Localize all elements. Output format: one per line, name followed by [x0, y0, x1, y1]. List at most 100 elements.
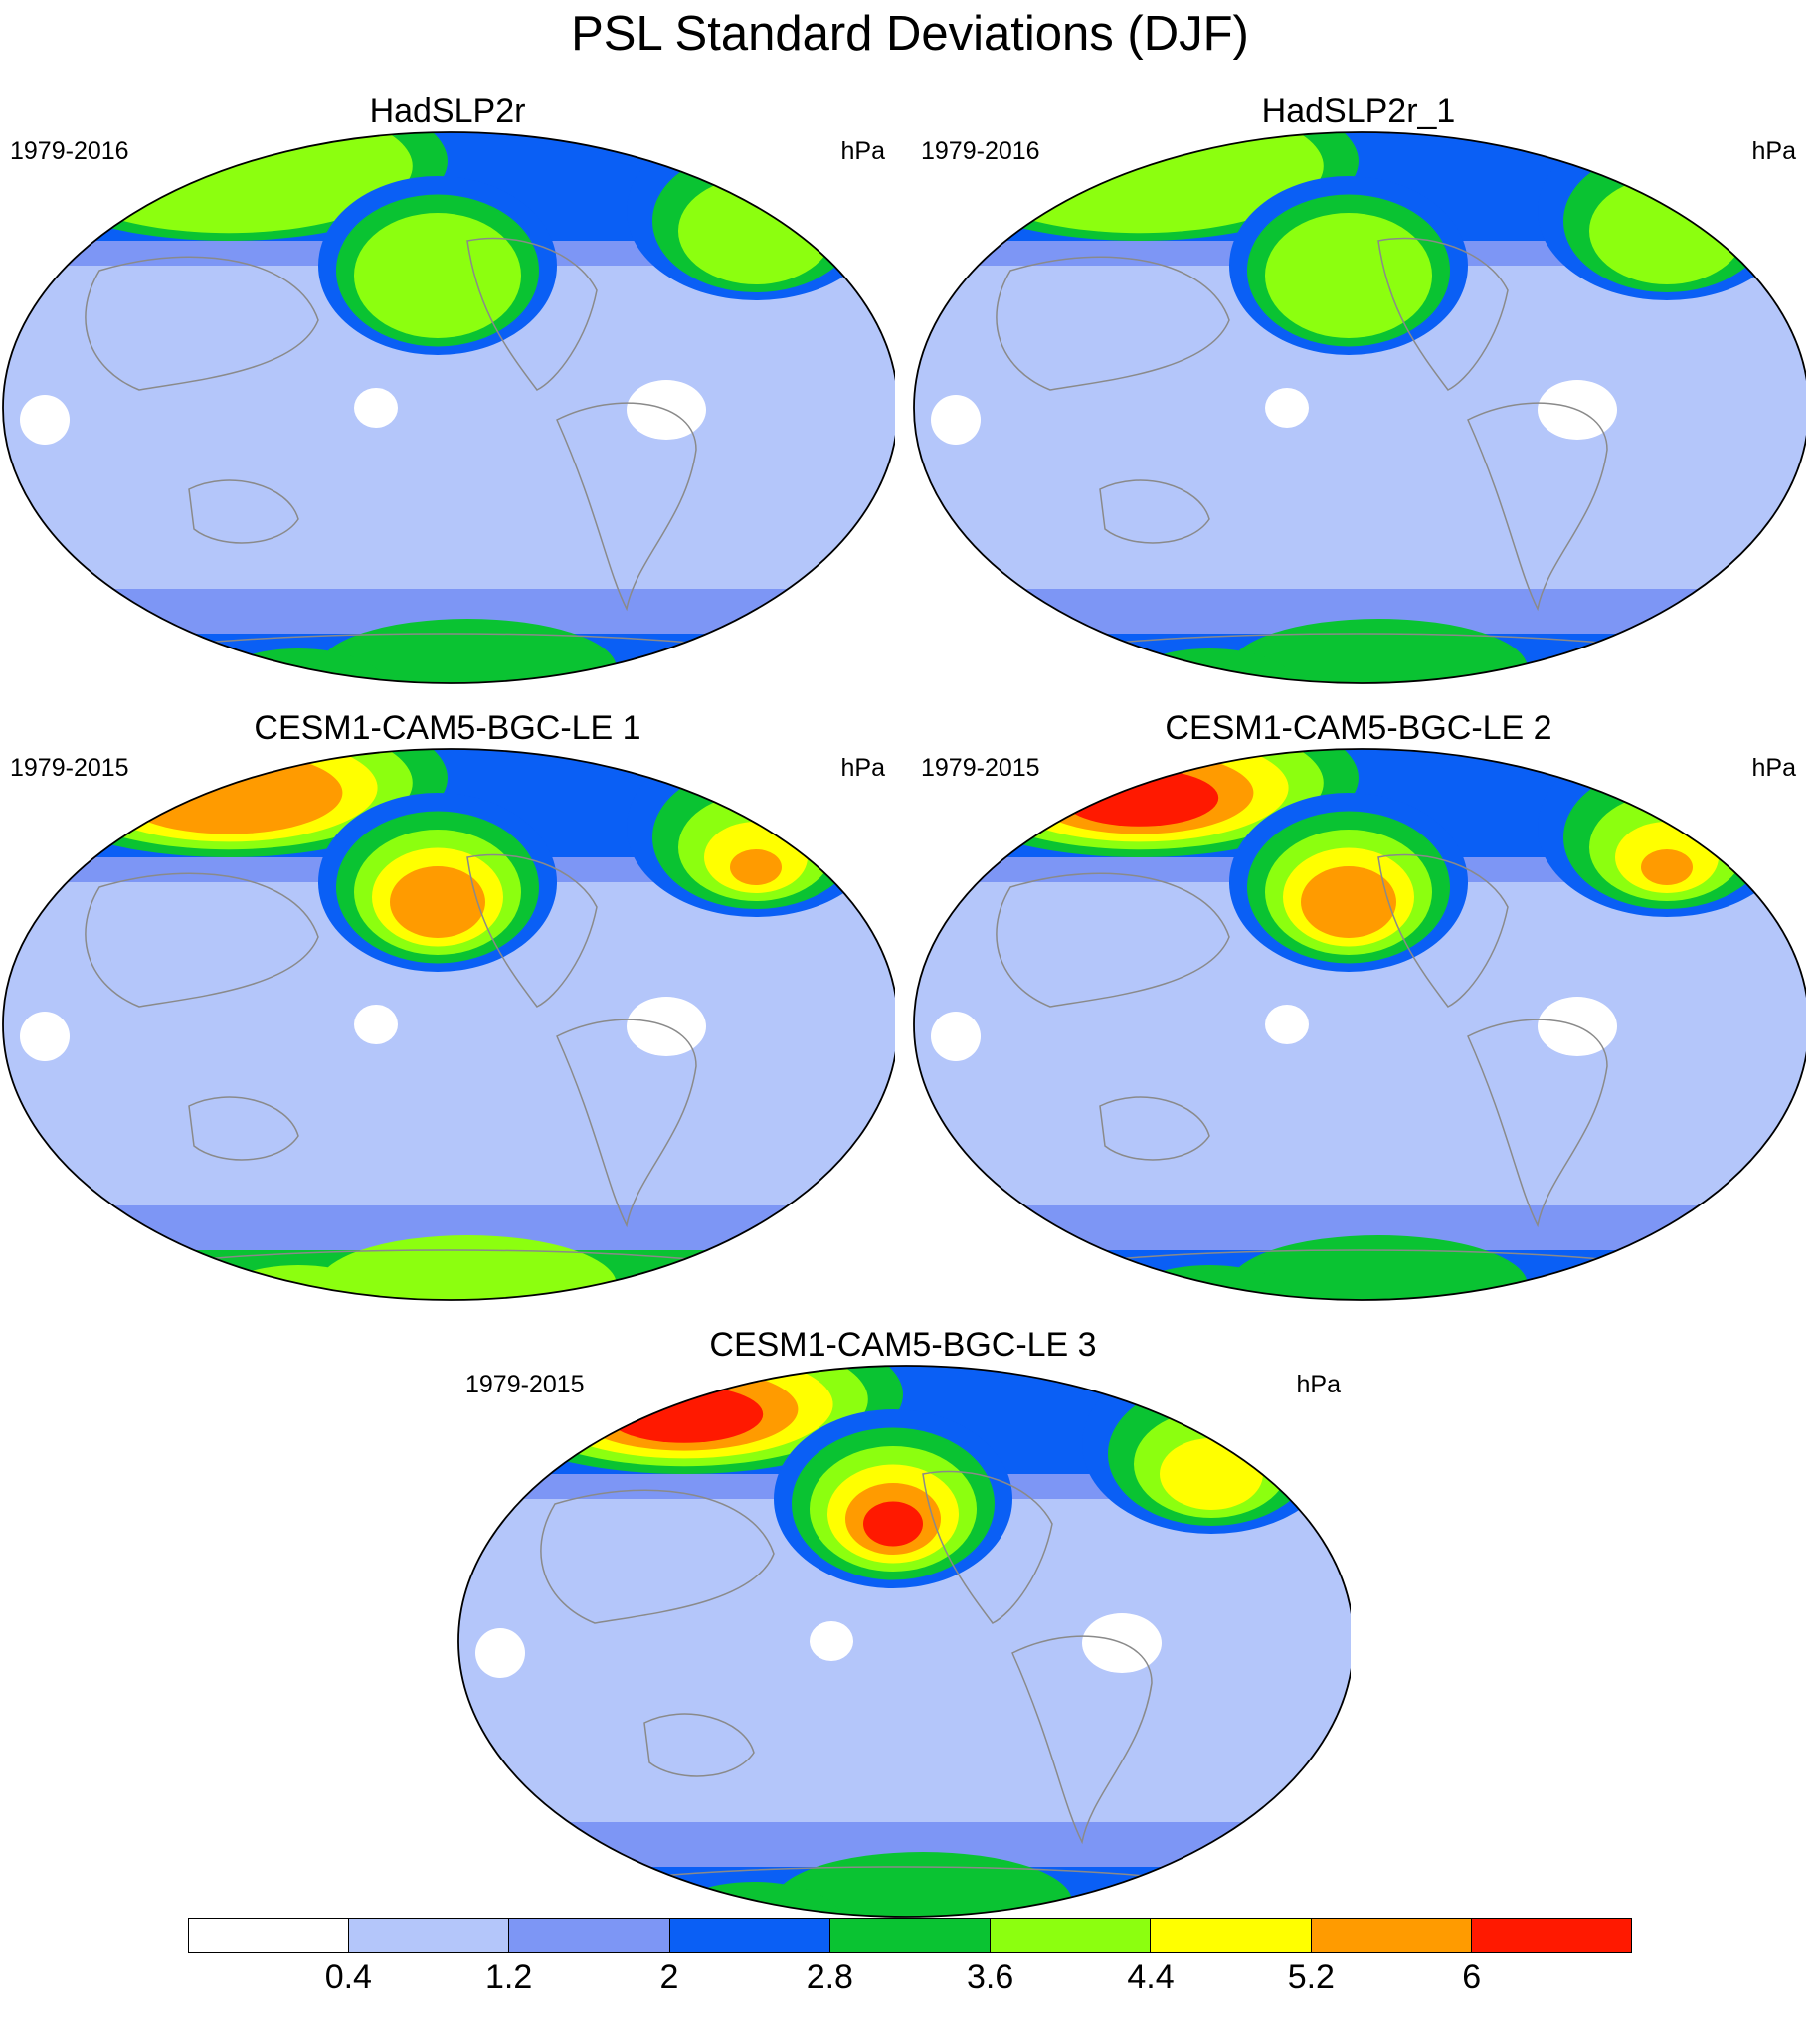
n-pacific-contour — [390, 866, 485, 938]
north-america-outline — [466, 237, 598, 391]
asia-outline — [85, 256, 319, 391]
coastlines — [996, 237, 1658, 649]
tropical-low-1 — [810, 1621, 853, 1661]
southern-max — [318, 1235, 617, 1300]
n-atlantic-contour — [1060, 769, 1219, 827]
map-boundary — [913, 748, 1806, 1301]
colorbar-label: 5.2 — [1287, 1958, 1335, 1996]
map-panel-2: HadSLP2r_1 1979-2016 hPa — [911, 92, 1806, 688]
south-america-outline — [556, 402, 697, 612]
world-map — [2, 131, 895, 684]
colorbar-box — [1151, 1919, 1312, 1952]
antarctica-outline — [1059, 633, 1658, 649]
panel-title: HadSLP2r — [369, 93, 526, 130]
colorbar-box — [669, 1919, 830, 1952]
map-panel-3: CESM1-CAM5-BGC-LE 1 1979-2015 hPa — [0, 708, 895, 1305]
asia-outline — [85, 872, 319, 1008]
south-america-outline — [556, 1019, 697, 1228]
panel-period: 1979-2015 — [10, 754, 129, 782]
colorbar-box — [1311, 1919, 1472, 1952]
southern-max — [1229, 619, 1528, 683]
eurasia-contour — [1589, 177, 1744, 284]
tropical-low-3 — [931, 395, 981, 445]
n-pacific-contour — [1265, 213, 1432, 338]
tropical-low-3 — [475, 1628, 525, 1678]
map-boundary — [457, 1365, 1351, 1918]
panel-units: hPa — [840, 754, 885, 782]
south-america-outline — [1467, 1019, 1608, 1228]
panel-period: 1979-2016 — [10, 137, 129, 165]
asia-outline — [996, 256, 1230, 391]
coastlines — [540, 1470, 1202, 1883]
figure-title: PSL Standard Deviations (DJF) — [571, 7, 1249, 61]
tropical-low-1 — [354, 388, 398, 428]
map-panel-5: CESM1-CAM5-BGC-LE 3 1979-2015 hPa — [455, 1325, 1351, 1922]
colorbar-box — [349, 1919, 510, 1952]
panel-units: hPa — [1296, 1371, 1341, 1398]
asia-outline — [540, 1489, 775, 1624]
colorbar — [188, 1918, 1632, 1953]
antarctica-outline — [148, 633, 747, 649]
southern-max — [1229, 1235, 1528, 1300]
panel-period: 1979-2015 — [465, 1371, 585, 1398]
colorbar-label: 2.8 — [806, 1958, 853, 1996]
map-panel-1: HadSLP2r 1979-2016 hPa — [0, 92, 895, 688]
eurasia-contour — [730, 849, 782, 885]
colorbar-label: 2 — [659, 1958, 679, 1996]
coastlines — [996, 853, 1658, 1266]
colorbar-box — [509, 1919, 670, 1952]
panel-units: hPa — [840, 137, 885, 165]
southern-max — [774, 1852, 1072, 1917]
tropical-low-1 — [1265, 388, 1309, 428]
map-boundary — [2, 131, 895, 684]
contour-field — [914, 749, 1806, 1300]
north-america-outline — [1377, 237, 1509, 391]
australia-outline — [1099, 479, 1210, 544]
panel-title: CESM1-CAM5-BGC-LE 1 — [254, 709, 641, 747]
panel-title: HadSLP2r_1 — [1261, 93, 1456, 130]
north-america-outline — [466, 853, 598, 1008]
panel-units: hPa — [1751, 754, 1796, 782]
australia-outline — [643, 1713, 755, 1777]
n-pacific-contour — [1301, 866, 1396, 938]
panel-title: CESM1-CAM5-BGC-LE 2 — [1165, 709, 1552, 747]
antarctica-outline — [148, 1249, 747, 1266]
australia-outline — [1099, 1096, 1210, 1161]
south-america-outline — [1011, 1635, 1153, 1845]
colorbar-box — [1471, 1919, 1631, 1952]
tropical-low-3 — [20, 1012, 70, 1061]
south-america-outline — [1467, 402, 1608, 612]
contour-field — [3, 132, 895, 683]
n-pacific-contour — [354, 213, 521, 338]
eurasia-contour — [1641, 849, 1693, 885]
world-map — [457, 1365, 1351, 1918]
eurasia-contour — [1160, 1438, 1263, 1510]
coastlines — [85, 853, 747, 1266]
world-map — [2, 748, 895, 1301]
world-map — [913, 131, 1806, 684]
colorbar-label: 6 — [1462, 1958, 1482, 1996]
southern-max — [318, 619, 617, 683]
north-america-outline — [1377, 853, 1509, 1008]
antarctica-outline — [1059, 1249, 1658, 1266]
australia-outline — [188, 479, 299, 544]
world-map — [913, 748, 1806, 1301]
colorbar-label: 3.6 — [967, 1958, 1014, 1996]
eurasia-contour — [678, 177, 833, 284]
map-boundary — [913, 131, 1806, 684]
panel-title: CESM1-CAM5-BGC-LE 3 — [709, 1326, 1097, 1364]
asia-outline — [996, 872, 1230, 1008]
panel-period: 1979-2015 — [921, 754, 1040, 782]
map-panel-4: CESM1-CAM5-BGC-LE 2 1979-2015 hPa — [911, 708, 1806, 1305]
colorbar-label: 0.4 — [324, 1958, 372, 1996]
tropical-low-3 — [20, 395, 70, 445]
colorbar-box — [991, 1919, 1152, 1952]
n-atlantic-contour — [605, 1386, 764, 1443]
map-boundary — [2, 748, 895, 1301]
north-america-outline — [922, 1470, 1053, 1624]
panel-units: hPa — [1751, 137, 1796, 165]
contour-field — [3, 749, 895, 1300]
n-pacific-contour — [863, 1501, 923, 1547]
contour-field — [458, 1366, 1351, 1917]
coastlines — [85, 237, 747, 649]
